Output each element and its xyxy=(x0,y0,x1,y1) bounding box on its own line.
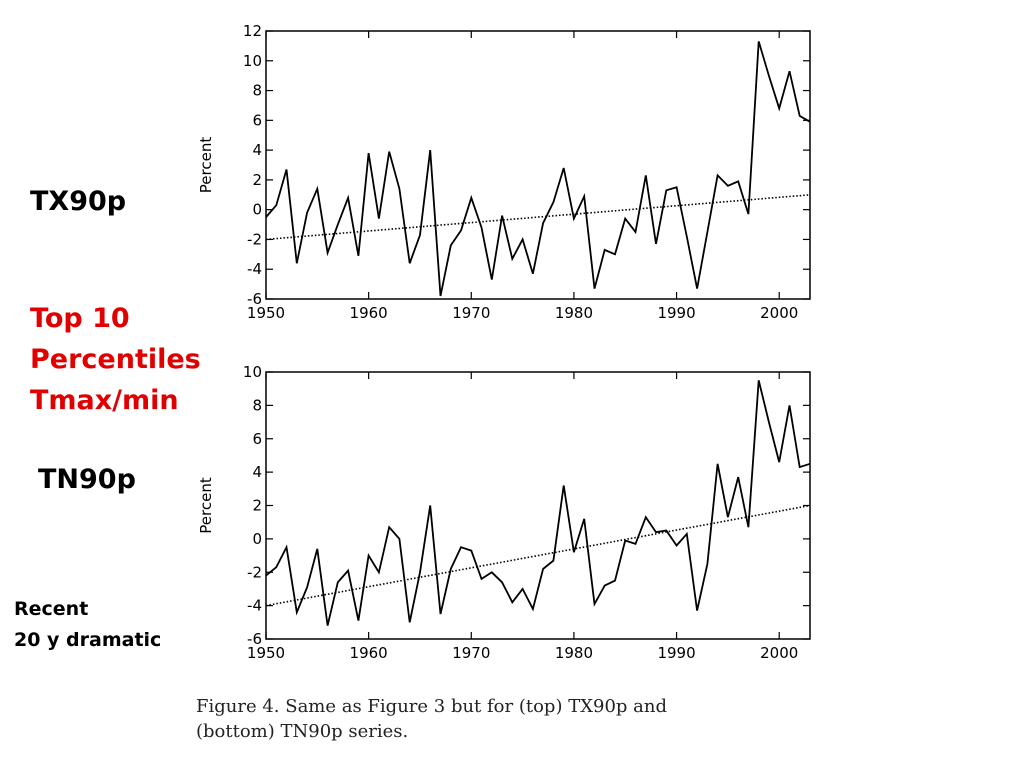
chart-1-series-line xyxy=(265,41,811,297)
chart-2-xtick-label: 1960 xyxy=(350,644,388,662)
tn90p-label: TN90p xyxy=(38,464,136,495)
recent-note-line: 20 y dramatic xyxy=(14,629,162,651)
chart-1-ytick-label: 4 xyxy=(252,141,262,159)
chart-2-ytick-label: 8 xyxy=(252,396,262,414)
caption-line: (bottom) TN90p series. xyxy=(196,721,409,742)
caption-line: Figure 4. Same as Figure 3 but for (top)… xyxy=(196,696,668,717)
recent-note-line: Recent xyxy=(14,598,89,620)
chart-1-ytick-label: 0 xyxy=(252,201,262,219)
chart-1-ytick-label: 12 xyxy=(243,22,262,40)
chart-1-ytick-label: 10 xyxy=(243,52,262,70)
chart-1-xtick-label: 1980 xyxy=(555,304,593,322)
top-10-percentiles-label: Top 10 Percentiles Tmax/min xyxy=(30,298,201,421)
chart-2-ytick-label: 10 xyxy=(243,363,262,381)
chart-1-ytick-label: 6 xyxy=(252,111,262,129)
chart-2-ytick-label: 6 xyxy=(252,430,262,448)
chart-2-ylabel: Percent xyxy=(197,477,215,534)
chart-2-ytick-label: -2 xyxy=(247,563,262,581)
chart-1-xtick-label: 2000 xyxy=(760,304,798,322)
chart-1-ytick-label: 2 xyxy=(252,171,262,189)
chart-1-frame xyxy=(265,30,811,300)
chart-2-xtick-label: 1980 xyxy=(555,644,593,662)
chart-2-series-line xyxy=(265,380,811,626)
figure-caption: Figure 4. Same as Figure 3 but for (top)… xyxy=(196,694,812,744)
chart-2-frame xyxy=(265,371,811,640)
top-label-line: Percentiles xyxy=(30,344,201,375)
chart-2-ytick-label: -6 xyxy=(247,630,262,648)
chart-1-ytick-label: 8 xyxy=(252,82,262,100)
chart-1-xtick-label: 1970 xyxy=(452,304,490,322)
chart-1-ytick-label: -6 xyxy=(247,290,262,308)
chart-2-xtick-label: 2000 xyxy=(760,644,798,662)
recent-note-label: Recent 20 y dramatic xyxy=(14,594,161,656)
chart-2-ytick-label: 2 xyxy=(252,497,262,515)
chart-2-xtick-label: 1950 xyxy=(247,644,285,662)
chart-2-ytick-label: 4 xyxy=(252,463,262,481)
chart-1-ytick-label: -4 xyxy=(247,260,262,278)
chart-1-xtick-label: 1950 xyxy=(247,304,285,322)
chart-2-xtick-label: 1970 xyxy=(452,644,490,662)
chart-1-xtick-label: 1990 xyxy=(657,304,695,322)
tx90p-label: TX90p xyxy=(30,186,127,217)
chart-1-ytick-label: -2 xyxy=(247,230,262,248)
top-label-line: Top 10 xyxy=(30,303,130,334)
chart-1-ylabel: Percent xyxy=(197,137,215,194)
top-label-line: Tmax/min xyxy=(30,385,179,416)
chart-1-xtick-label: 1960 xyxy=(350,304,388,322)
chart-2-xtick-label: 1990 xyxy=(657,644,695,662)
chart-2-ytick-label: -4 xyxy=(247,597,262,615)
chart-2-trend-line xyxy=(265,504,811,607)
chart-2-ytick-label: 0 xyxy=(252,530,262,548)
